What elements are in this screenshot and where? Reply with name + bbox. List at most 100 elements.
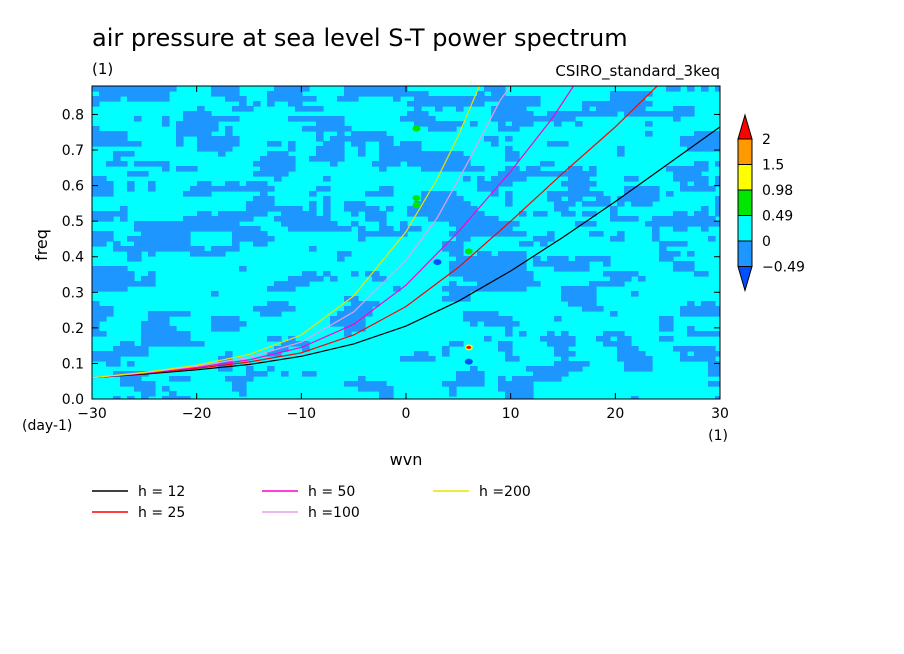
field-cell	[701, 211, 709, 217]
field-cell	[288, 341, 296, 347]
field-cell	[512, 171, 520, 177]
field-cell	[400, 91, 408, 97]
field-cell	[477, 381, 485, 387]
field-cell	[295, 211, 303, 217]
field-cell	[113, 151, 121, 157]
field-cell	[344, 381, 352, 387]
field-cell	[197, 116, 205, 122]
field-cell	[141, 226, 149, 232]
field-cell	[260, 231, 268, 237]
field-cell	[197, 226, 205, 232]
field-cell	[470, 271, 478, 277]
field-cell	[274, 86, 282, 92]
field-cell	[512, 221, 520, 227]
field-cell	[512, 266, 520, 272]
field-cell	[365, 211, 373, 217]
field-cell	[358, 136, 366, 142]
field-cell	[211, 216, 219, 222]
field-cell	[694, 331, 702, 337]
field-cell	[197, 191, 205, 197]
field-cell	[561, 371, 569, 377]
field-cell	[505, 356, 513, 362]
field-cell	[323, 211, 331, 217]
field-cell	[246, 371, 254, 377]
x-tick-label: −20	[182, 406, 212, 422]
field-cell	[414, 111, 422, 117]
field-cell	[141, 221, 149, 227]
field-cell	[505, 381, 513, 387]
field-cell	[92, 266, 100, 272]
field-cell	[610, 236, 618, 242]
field-cell	[113, 156, 121, 162]
field-cell	[589, 166, 597, 172]
field-cell	[113, 286, 121, 292]
field-cell	[708, 371, 716, 377]
field-cell	[449, 206, 457, 212]
field-cell	[351, 201, 359, 207]
field-cell	[288, 211, 296, 217]
field-cell	[547, 256, 555, 262]
field-cell	[575, 171, 583, 177]
field-cell	[141, 351, 149, 357]
field-cell	[596, 196, 604, 202]
field-cell	[99, 356, 107, 362]
field-cell	[309, 246, 317, 252]
field-cell	[687, 111, 695, 117]
field-cell	[351, 296, 359, 302]
field-cell	[505, 276, 513, 282]
field-cell	[365, 91, 373, 97]
field-cell	[449, 231, 457, 237]
field-cell	[407, 206, 415, 212]
field-cell	[631, 366, 639, 372]
field-cell	[372, 386, 380, 392]
field-cell	[407, 101, 415, 107]
field-cell	[106, 356, 114, 362]
field-cell	[127, 381, 135, 387]
field-cell	[225, 116, 233, 122]
field-cell	[253, 226, 261, 232]
field-cell	[358, 146, 366, 152]
field-cell	[155, 316, 163, 322]
field-cell	[211, 91, 219, 97]
field-cell	[568, 181, 576, 187]
field-cell	[449, 296, 457, 302]
field-cell	[358, 386, 366, 392]
field-cell	[610, 206, 618, 212]
field-cell	[127, 281, 135, 287]
field-cell	[561, 366, 569, 372]
field-cell	[442, 161, 450, 167]
field-cell	[197, 216, 205, 222]
field-cell	[666, 316, 674, 322]
field-cell	[148, 186, 156, 192]
field-cell	[211, 86, 219, 92]
field-cell	[393, 86, 401, 92]
field-cell	[470, 321, 478, 327]
field-cell	[407, 141, 415, 147]
field-cell	[624, 191, 632, 197]
field-cell	[302, 211, 310, 217]
field-cell	[183, 191, 191, 197]
field-cell	[239, 211, 247, 217]
field-cell	[694, 171, 702, 177]
field-cell	[505, 326, 513, 332]
field-cell	[99, 186, 107, 192]
field-cell	[113, 96, 121, 102]
field-cell	[92, 126, 100, 132]
field-cell	[589, 256, 597, 262]
field-cell	[708, 306, 716, 312]
field-cell	[554, 121, 562, 127]
field-cell	[582, 291, 590, 297]
field-cell	[687, 146, 695, 152]
field-cell	[162, 396, 170, 399]
field-cell	[687, 216, 695, 222]
field-cell	[708, 236, 716, 242]
field-cell	[568, 341, 576, 347]
field-cell	[120, 341, 128, 347]
field-cell	[260, 236, 268, 242]
field-cell	[120, 211, 128, 217]
field-cell	[344, 251, 352, 257]
field-cell	[288, 221, 296, 227]
field-cell	[715, 306, 720, 312]
field-cell	[92, 301, 100, 307]
legend-entry: h = 50	[308, 484, 355, 500]
